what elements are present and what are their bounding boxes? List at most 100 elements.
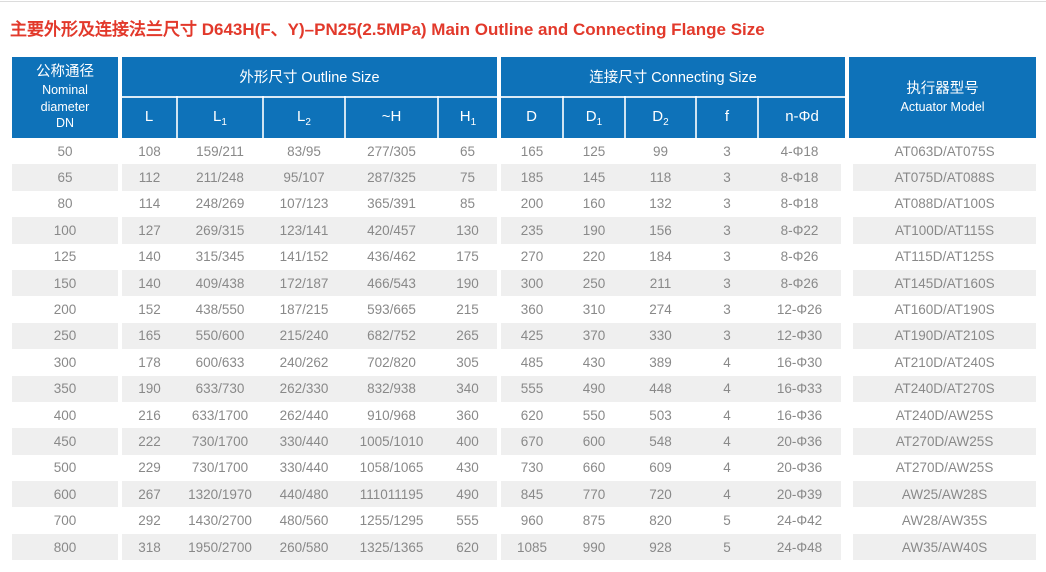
actuator-header-line: Actuator Model	[900, 99, 985, 114]
cell-L1: 1430/2700	[177, 507, 263, 534]
cell-L: 267	[118, 481, 177, 508]
cell-H1: 130	[438, 217, 499, 244]
cell-D1: 770	[563, 481, 625, 508]
cell-f: 3	[696, 190, 758, 218]
cell-f: 3	[696, 269, 758, 297]
cell-L2: 187/215	[263, 296, 345, 323]
cell-dn: 200	[12, 296, 120, 323]
cell-L2: 240/262	[263, 349, 345, 376]
cell-n-phi-d: 24-Φ48	[758, 533, 848, 561]
cell-actuator: AW35/AW40S	[841, 533, 1037, 561]
col-header-D1: D1	[562, 97, 625, 138]
cell-dn: 350	[12, 375, 120, 402]
cell-dn: 300	[12, 349, 120, 376]
cell-H: 1255/1295	[345, 507, 438, 534]
col-group-connecting-size: 连接尺寸 Connecting Size	[496, 57, 848, 98]
cell-L: 140	[118, 269, 177, 297]
cell-D2: 928	[625, 533, 696, 561]
cell-actuator: AT145D/AT160S	[841, 269, 1037, 297]
cell-D1: 190	[563, 217, 625, 244]
cell-D2: 548	[625, 428, 696, 455]
cell-dn: 150	[12, 269, 120, 297]
cell-actuator: AT240D/AW25S	[841, 401, 1037, 429]
cell-D: 360	[497, 296, 563, 323]
cell-L2: 215/240	[263, 322, 345, 350]
cell-L1: 633/730	[177, 375, 263, 402]
cell-H1: 555	[438, 507, 499, 534]
cell-D2: 720	[625, 481, 696, 508]
cell-n-phi-d: 16-Φ33	[758, 375, 848, 402]
cell-D1: 600	[563, 428, 625, 455]
cell-L2: 480/560	[263, 507, 345, 534]
cell-actuator: AT063D/AT075S	[841, 138, 1037, 165]
col-group-outline-size: 外形尺寸 Outline Size	[118, 57, 499, 98]
cell-D2: 448	[625, 375, 696, 402]
table-row: 600 267 1320/1970 440/480 111011195 490 …	[12, 481, 1037, 508]
cell-H: 1058/1065	[345, 454, 438, 482]
cell-D: 620	[497, 401, 563, 429]
cell-L: 229	[118, 454, 177, 482]
cell-H: 832/938	[345, 375, 438, 402]
cell-L: 178	[118, 349, 177, 376]
cell-L2: 95/107	[263, 164, 345, 191]
cell-H1: 400	[438, 428, 499, 455]
cell-H1: 265	[438, 322, 499, 350]
cell-n-phi-d: 4-Φ18	[758, 138, 848, 165]
cell-L1: 1950/2700	[177, 533, 263, 561]
cell-dn: 100	[12, 217, 120, 244]
table-row: 300 178 600/633 240/262 702/820 305 485 …	[12, 349, 1037, 376]
cell-f: 3	[696, 217, 758, 244]
cell-L: 140	[118, 243, 177, 270]
table-body: 50 108 159/211 83/95 277/305 65 165 125 …	[12, 138, 1037, 561]
col-header-n-phi-d: n-Φd	[756, 97, 848, 138]
cell-D: 200	[497, 190, 563, 218]
col-header-D2: D2	[624, 97, 696, 138]
cell-dn: 600	[12, 481, 120, 508]
cell-D: 185	[497, 164, 563, 191]
actuator-header-line: 执行器型号	[906, 80, 979, 97]
cell-D: 670	[497, 428, 563, 455]
col-header-L1: L1	[176, 97, 263, 138]
cell-H: 420/457	[345, 217, 438, 244]
cell-D1: 250	[563, 269, 625, 297]
cell-L: 114	[118, 190, 177, 218]
cell-L1: 315/345	[177, 243, 263, 270]
cell-actuator: AT240D/AT270S	[841, 375, 1037, 402]
cell-dn: 450	[12, 428, 120, 455]
dn-header-line: 公称通径	[36, 64, 94, 81]
cell-L1: 248/269	[177, 190, 263, 218]
cell-D1: 220	[563, 243, 625, 270]
dn-header-line: Nominal	[42, 83, 88, 98]
cell-D: 555	[497, 375, 563, 402]
cell-D1: 875	[563, 507, 625, 534]
cell-L2: 107/123	[263, 190, 345, 218]
col-header-actuator-model: 执行器型号 Actuator Model	[845, 57, 1037, 138]
cell-n-phi-d: 8-Φ18	[758, 190, 848, 218]
cell-L: 152	[118, 296, 177, 323]
cell-H: 466/543	[345, 269, 438, 297]
cell-n-phi-d: 24-Φ42	[758, 507, 848, 534]
cell-D2: 156	[625, 217, 696, 244]
cell-H1: 305	[438, 349, 499, 376]
dn-header-line: DN	[55, 116, 75, 131]
cell-f: 4	[696, 375, 758, 402]
col-header-nominal-diameter: 公称通径 Nominal diameter DN	[12, 57, 120, 138]
cell-L2: 262/330	[263, 375, 345, 402]
table-row: 65 112 211/248 95/107 287/325 75 185 145…	[12, 164, 1037, 191]
cell-D2: 274	[625, 296, 696, 323]
cell-n-phi-d: 20-Φ39	[758, 481, 848, 508]
cell-L2: 262/440	[263, 401, 345, 429]
cell-L: 318	[118, 533, 177, 561]
cell-H: 910/968	[345, 401, 438, 429]
cell-L: 222	[118, 428, 177, 455]
cell-D1: 990	[563, 533, 625, 561]
cell-L1: 409/438	[177, 269, 263, 297]
cell-H1: 190	[438, 269, 499, 297]
cell-D2: 211	[625, 269, 696, 297]
cell-n-phi-d: 16-Φ36	[758, 401, 848, 429]
cell-f: 4	[696, 428, 758, 455]
cell-actuator: AT088D/AT100S	[841, 190, 1037, 218]
cell-D: 845	[497, 481, 563, 508]
col-header-L2: L2	[262, 97, 345, 138]
